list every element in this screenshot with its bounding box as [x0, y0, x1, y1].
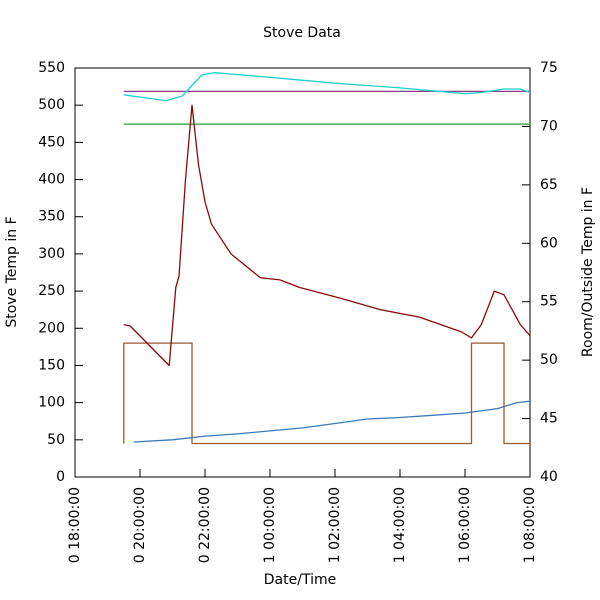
y-tick-label: 300	[38, 246, 65, 262]
x-tick-label: 0 22:00:00	[197, 487, 213, 563]
y2-tick-label: 75	[540, 60, 558, 76]
series-line	[123, 104, 531, 367]
y2-tick-label: 60	[540, 235, 558, 251]
y-tick-label: 350	[38, 209, 65, 225]
x-tick-label: 0 18:00:00	[67, 487, 83, 563]
x-tick-label: 1 00:00:00	[262, 487, 278, 563]
y-tick-label: 550	[38, 60, 65, 76]
y-tick-label: 500	[38, 97, 65, 113]
y2-tick-label: 50	[540, 352, 558, 368]
series-line	[123, 72, 531, 102]
y2-tick-label: 65	[540, 177, 558, 193]
y-tick-label: 150	[38, 357, 65, 373]
y-tick-label: 400	[38, 172, 65, 188]
chart-title: Stove Data	[263, 25, 341, 41]
y2-tick-label: 45	[540, 411, 558, 427]
x-axis-label: Date/Time	[264, 572, 336, 588]
series-line	[123, 342, 530, 445]
x-tick-label: 1 04:00:00	[392, 487, 408, 563]
y-tick-label: 450	[38, 134, 65, 150]
y-tick-label: 50	[47, 432, 65, 448]
y2-axis-label: Room/Outside Temp in F	[580, 187, 596, 357]
y-tick-label: 100	[38, 395, 65, 411]
y2-tick-label: 40	[540, 469, 558, 485]
x-tick-label: 1 02:00:00	[327, 487, 343, 563]
y-tick-label: 0	[56, 469, 65, 485]
y-tick-label: 250	[38, 283, 65, 299]
series-line	[133, 400, 531, 443]
y-tick-label: 200	[38, 320, 65, 336]
x-tick-label: 1 08:00:00	[522, 487, 538, 563]
x-tick-label: 0 20:00:00	[132, 487, 148, 563]
y2-tick-label: 55	[540, 294, 558, 310]
x-tick-label: 1 06:00:00	[457, 487, 473, 563]
plot-frame	[74, 67, 531, 478]
y-axis-label: Stove Temp in F	[4, 216, 20, 327]
y2-tick-label: 70	[540, 118, 558, 134]
